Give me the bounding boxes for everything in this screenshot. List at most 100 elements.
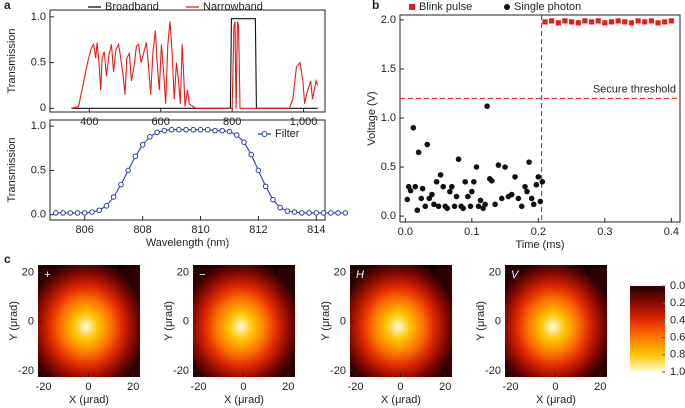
heatmap-image	[38, 265, 140, 377]
heatmap-image	[350, 265, 452, 377]
x-tick-label: 806	[76, 224, 94, 236]
x-tick-label: 812	[249, 224, 267, 236]
y-tick-label: 1.5	[381, 63, 396, 75]
data-point	[183, 126, 189, 133]
x-axis-label: Time (ms)	[515, 239, 564, 251]
x-tick-label: 800	[223, 116, 241, 128]
x-tick-label: 20	[594, 381, 606, 393]
data-point	[320, 210, 327, 216]
data-point	[410, 125, 417, 131]
x-tick-label: 0.1	[464, 226, 479, 238]
y-tick-label: 0.5	[381, 161, 396, 173]
data-point	[52, 210, 59, 216]
heatmap-notch	[271, 265, 281, 275]
data-point	[404, 196, 411, 203]
y-tick-label: -20	[330, 365, 346, 377]
data-point	[81, 210, 88, 216]
data-point	[515, 195, 522, 202]
data-point	[437, 172, 444, 178]
y-axis-label: Transmission	[6, 29, 18, 94]
data-point	[447, 188, 453, 195]
data-point	[426, 195, 433, 202]
data-point	[435, 203, 442, 210]
data-point	[418, 195, 425, 202]
y-tick-label: -20	[18, 365, 34, 377]
data-point	[512, 174, 518, 180]
data-point	[655, 20, 661, 26]
annotation: Secure threshold	[593, 83, 676, 95]
data-point	[168, 126, 175, 133]
data-point	[291, 209, 298, 215]
plot-frame	[49, 9, 326, 113]
data-point	[595, 18, 601, 24]
x-tick-label: 600	[152, 116, 170, 128]
data-point	[582, 18, 588, 24]
data-point	[575, 20, 581, 26]
heatmap-image	[505, 265, 607, 377]
colorbar-tick-label: 1.0	[670, 366, 685, 378]
data-point	[429, 191, 435, 198]
data-point	[469, 188, 475, 195]
data-point	[60, 210, 66, 216]
data-point	[539, 178, 546, 185]
y-tick-label: 0.5	[31, 57, 46, 69]
colorbar-tick-label: 0.8	[670, 349, 685, 361]
y-tick-label: 0.0	[31, 209, 46, 221]
x-tick-label: 0	[552, 381, 558, 393]
x-tick-label: 1,000	[290, 116, 318, 128]
x-tick-label: 0	[240, 381, 246, 393]
data-point	[407, 187, 414, 194]
data-point	[204, 126, 211, 133]
data-point	[562, 18, 568, 24]
y-axis-label: Y (μrad)	[320, 301, 332, 341]
data-point	[449, 183, 455, 190]
data-point	[277, 204, 283, 211]
legend-label: Blink pulse	[419, 1, 472, 13]
data-point	[537, 198, 544, 205]
y-tick-label: 0	[340, 316, 346, 328]
data-point	[89, 209, 95, 215]
data-point	[588, 19, 595, 25]
legend-marker	[409, 4, 415, 10]
data-point	[471, 178, 477, 185]
series-line	[71, 21, 319, 109]
y-tick-label: 20	[22, 266, 34, 278]
data-point	[190, 126, 197, 133]
data-point	[284, 208, 291, 214]
data-point	[648, 18, 655, 24]
data-point	[502, 164, 508, 170]
data-point	[197, 126, 204, 133]
heatmap-label: −	[199, 269, 206, 281]
y-tick-label: 1.0	[31, 11, 46, 23]
data-point	[219, 127, 226, 134]
data-point	[255, 167, 262, 174]
y-tick-label: 2.0	[381, 14, 396, 26]
data-point	[412, 183, 419, 190]
x-tick-label: 810	[191, 224, 209, 236]
data-point	[422, 203, 429, 210]
colorbar-tick-label: 0.6	[670, 332, 685, 344]
data-point	[226, 128, 233, 135]
data-point	[451, 203, 458, 210]
legend-marker	[504, 4, 510, 10]
data-point	[118, 181, 124, 188]
y-axis-label: Y (μrad)	[475, 301, 487, 341]
data-point	[433, 178, 440, 185]
x-tick-label: 20	[439, 381, 451, 393]
heatmap-notch	[428, 265, 438, 275]
data-point	[602, 20, 608, 26]
data-point	[419, 185, 426, 192]
y-tick-label: 20	[177, 266, 189, 278]
data-point	[668, 18, 674, 24]
data-point	[414, 207, 421, 214]
data-point	[542, 19, 548, 25]
y-axis-label: Y (μrad)	[163, 301, 175, 341]
x-tick-label: -20	[503, 381, 519, 393]
x-tick-label: -20	[36, 381, 52, 393]
x-tick-label: 0	[85, 381, 91, 393]
y-tick-label: -20	[173, 365, 189, 377]
panel-label: b	[372, 0, 379, 12]
colorbar-tick-label: 0.2	[670, 297, 685, 309]
data-point	[67, 210, 74, 216]
